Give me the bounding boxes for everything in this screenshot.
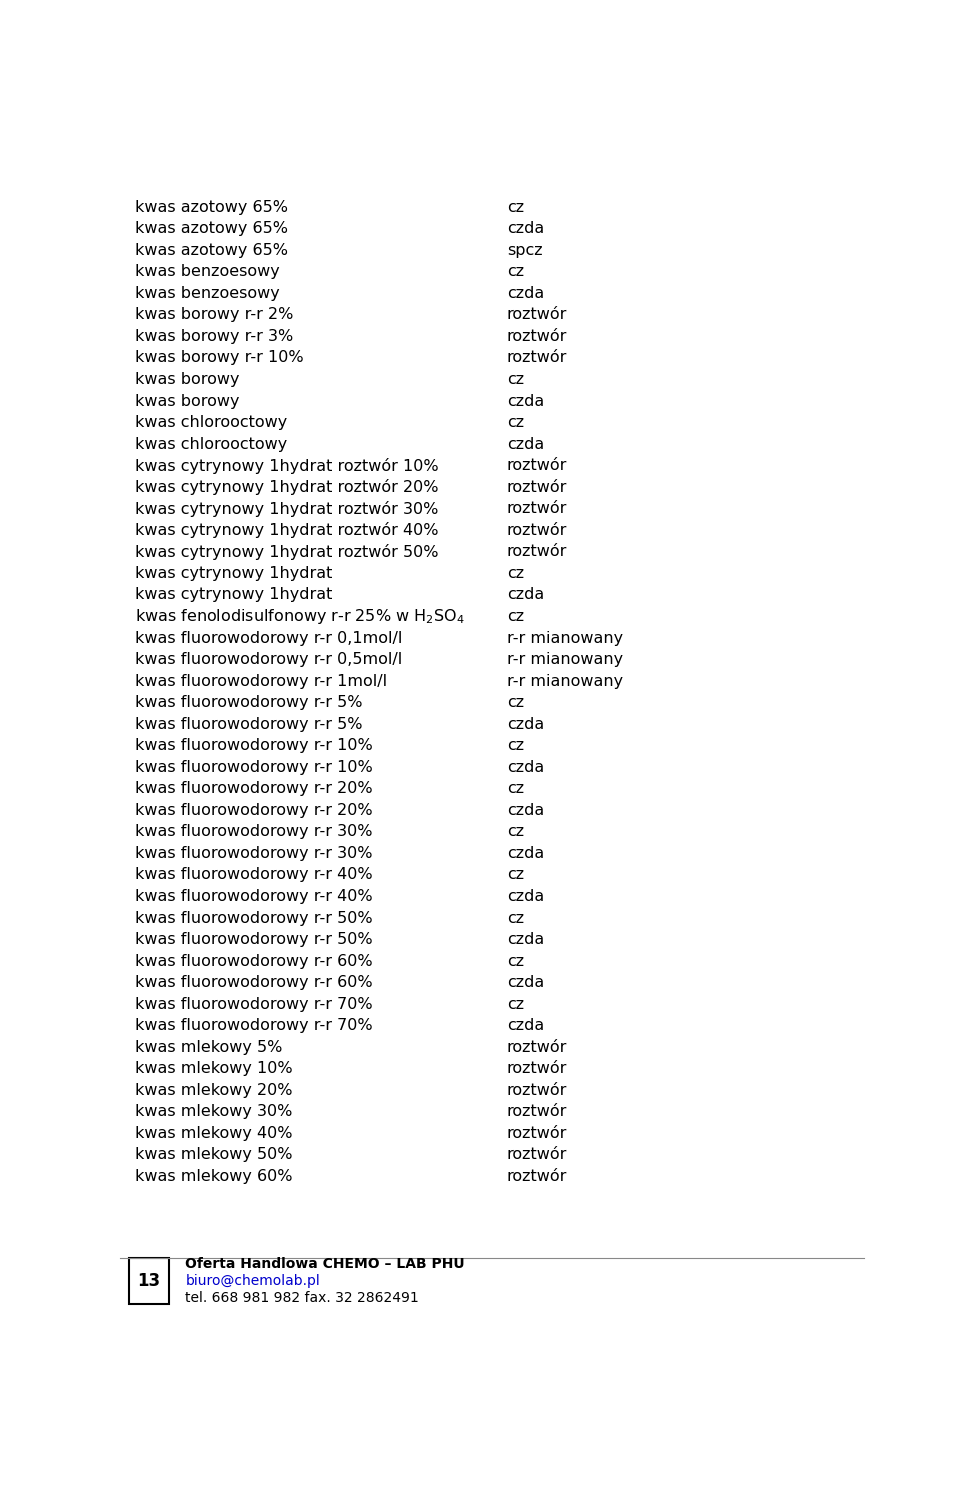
Text: biuro@chemolab.pl: biuro@chemolab.pl (185, 1274, 321, 1287)
Text: czda: czda (507, 845, 544, 862)
Text: kwas mlekowy 10%: kwas mlekowy 10% (134, 1061, 293, 1076)
Text: cz: cz (507, 265, 524, 280)
Text: kwas borowy: kwas borowy (134, 372, 239, 387)
Text: kwas mlekowy 30%: kwas mlekowy 30% (134, 1104, 292, 1119)
Text: kwas cytrynowy 1hydrat roztwór 30%: kwas cytrynowy 1hydrat roztwór 30% (134, 501, 439, 516)
Text: kwas mlekowy 5%: kwas mlekowy 5% (134, 1040, 282, 1055)
Text: kwas fenolodisulfonowy r-r 25% w H$_2$SO$_4$: kwas fenolodisulfonowy r-r 25% w H$_2$SO… (134, 607, 465, 626)
Text: roztwór: roztwór (507, 522, 567, 537)
Text: kwas borowy: kwas borowy (134, 393, 239, 409)
Text: kwas cytrynowy 1hydrat: kwas cytrynowy 1hydrat (134, 588, 332, 603)
Text: kwas fluorowodorowy r-r 20%: kwas fluorowodorowy r-r 20% (134, 781, 372, 796)
Text: tel. 668 981 982 fax. 32 2862491: tel. 668 981 982 fax. 32 2862491 (185, 1292, 420, 1305)
Text: spcz: spcz (507, 243, 542, 257)
Text: roztwór: roztwór (507, 1061, 567, 1076)
Text: kwas fluorowodorowy r-r 10%: kwas fluorowodorowy r-r 10% (134, 738, 372, 753)
Text: czda: czda (507, 286, 544, 301)
Text: kwas fluorowodorowy r-r 5%: kwas fluorowodorowy r-r 5% (134, 717, 362, 732)
Text: roztwór: roztwór (507, 329, 567, 344)
Text: cz: cz (507, 911, 524, 926)
Text: kwas fluorowodorowy r-r 60%: kwas fluorowodorowy r-r 60% (134, 975, 372, 990)
Text: kwas fluorowodorowy r-r 0,1mol/l: kwas fluorowodorowy r-r 0,1mol/l (134, 631, 402, 646)
Text: kwas fluorowodorowy r-r 5%: kwas fluorowodorowy r-r 5% (134, 695, 362, 710)
Text: kwas cytrynowy 1hydrat: kwas cytrynowy 1hydrat (134, 565, 332, 580)
Text: kwas fluorowodorowy r-r 40%: kwas fluorowodorowy r-r 40% (134, 868, 372, 882)
Text: kwas fluorowodorowy r-r 40%: kwas fluorowodorowy r-r 40% (134, 888, 372, 905)
Text: czda: czda (507, 436, 544, 452)
Text: roztwór: roztwór (507, 1104, 567, 1119)
Text: kwas mlekowy 40%: kwas mlekowy 40% (134, 1126, 293, 1141)
Text: czda: czda (507, 931, 544, 946)
Text: kwas fluorowodorowy r-r 70%: kwas fluorowodorowy r-r 70% (134, 1018, 372, 1033)
Text: Oferta Handlowa CHEMO – LAB PHU: Oferta Handlowa CHEMO – LAB PHU (185, 1256, 465, 1271)
Text: r-r mianowany: r-r mianowany (507, 652, 623, 667)
Text: cz: cz (507, 695, 524, 710)
Text: roztwór: roztwór (507, 479, 567, 494)
Text: kwas fluorowodorowy r-r 50%: kwas fluorowodorowy r-r 50% (134, 931, 372, 946)
Text: cz: cz (507, 738, 524, 753)
Text: cz: cz (507, 954, 524, 969)
Text: kwas fluorowodorowy r-r 0,5mol/l: kwas fluorowodorowy r-r 0,5mol/l (134, 652, 402, 667)
Text: cz: cz (507, 415, 524, 430)
Text: kwas cytrynowy 1hydrat roztwór 10%: kwas cytrynowy 1hydrat roztwór 10% (134, 458, 439, 473)
Text: kwas benzoesowy: kwas benzoesowy (134, 286, 279, 301)
Text: kwas chlorooctowy: kwas chlorooctowy (134, 415, 287, 430)
Text: kwas fluorowodorowy r-r 60%: kwas fluorowodorowy r-r 60% (134, 954, 372, 969)
Text: cz: cz (507, 824, 524, 839)
Text: czda: czda (507, 804, 544, 818)
Text: kwas borowy r-r 10%: kwas borowy r-r 10% (134, 351, 303, 366)
Text: czda: czda (507, 717, 544, 732)
Text: kwas borowy r-r 3%: kwas borowy r-r 3% (134, 329, 293, 344)
Text: czda: czda (507, 975, 544, 990)
Text: kwas benzoesowy: kwas benzoesowy (134, 265, 279, 280)
Text: kwas mlekowy 50%: kwas mlekowy 50% (134, 1147, 293, 1162)
FancyBboxPatch shape (129, 1257, 169, 1303)
Text: kwas cytrynowy 1hydrat roztwór 20%: kwas cytrynowy 1hydrat roztwór 20% (134, 479, 439, 496)
Text: kwas borowy r-r 2%: kwas borowy r-r 2% (134, 308, 293, 323)
Text: roztwór: roztwór (507, 1040, 567, 1055)
Text: roztwór: roztwór (507, 545, 567, 559)
Text: kwas fluorowodorowy r-r 20%: kwas fluorowodorowy r-r 20% (134, 804, 372, 818)
Text: kwas azotowy 65%: kwas azotowy 65% (134, 243, 288, 257)
Text: r-r mianowany: r-r mianowany (507, 674, 623, 689)
Text: kwas chlorooctowy: kwas chlorooctowy (134, 436, 287, 452)
Text: cz: cz (507, 609, 524, 623)
Text: kwas cytrynowy 1hydrat roztwór 40%: kwas cytrynowy 1hydrat roztwór 40% (134, 522, 439, 539)
Text: cz: cz (507, 565, 524, 580)
Text: czda: czda (507, 760, 544, 775)
Text: roztwór: roztwór (507, 501, 567, 516)
Text: roztwór: roztwór (507, 1083, 567, 1098)
Text: cz: cz (507, 199, 524, 214)
Text: czda: czda (507, 1018, 544, 1033)
Text: czda: czda (507, 888, 544, 905)
Text: czda: czda (507, 393, 544, 409)
Text: kwas fluorowodorowy r-r 70%: kwas fluorowodorowy r-r 70% (134, 997, 372, 1012)
Text: roztwór: roztwór (507, 458, 567, 473)
Text: czda: czda (507, 222, 544, 237)
Text: kwas cytrynowy 1hydrat roztwór 50%: kwas cytrynowy 1hydrat roztwór 50% (134, 543, 439, 559)
Text: cz: cz (507, 997, 524, 1012)
Text: roztwór: roztwór (507, 1170, 567, 1184)
Text: cz: cz (507, 868, 524, 882)
Text: kwas fluorowodorowy r-r 50%: kwas fluorowodorowy r-r 50% (134, 911, 372, 926)
Text: kwas mlekowy 20%: kwas mlekowy 20% (134, 1083, 293, 1098)
Text: roztwór: roztwór (507, 308, 567, 323)
Text: roztwór: roztwór (507, 1126, 567, 1141)
Text: czda: czda (507, 588, 544, 603)
Text: kwas mlekowy 60%: kwas mlekowy 60% (134, 1170, 293, 1184)
Text: kwas fluorowodorowy r-r 30%: kwas fluorowodorowy r-r 30% (134, 824, 372, 839)
Text: 13: 13 (137, 1272, 160, 1290)
Text: cz: cz (507, 372, 524, 387)
Text: kwas fluorowodorowy r-r 10%: kwas fluorowodorowy r-r 10% (134, 760, 372, 775)
Text: kwas azotowy 65%: kwas azotowy 65% (134, 222, 288, 237)
Text: kwas fluorowodorowy r-r 30%: kwas fluorowodorowy r-r 30% (134, 845, 372, 862)
Text: cz: cz (507, 781, 524, 796)
Text: r-r mianowany: r-r mianowany (507, 631, 623, 646)
Text: kwas azotowy 65%: kwas azotowy 65% (134, 199, 288, 214)
Text: roztwór: roztwór (507, 351, 567, 366)
Text: roztwór: roztwór (507, 1147, 567, 1162)
Text: kwas fluorowodorowy r-r 1mol/l: kwas fluorowodorowy r-r 1mol/l (134, 674, 387, 689)
